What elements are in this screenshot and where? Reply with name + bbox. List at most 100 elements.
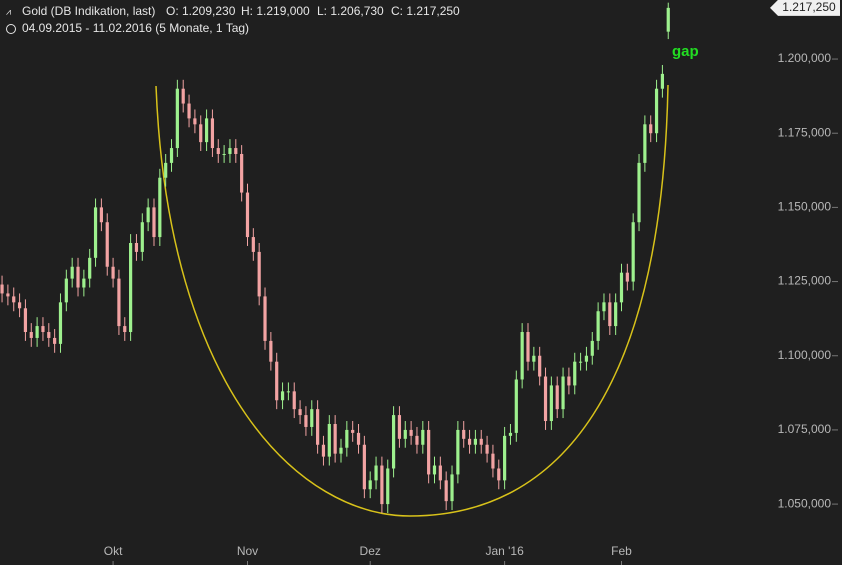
chart-subtitle: 04.09.2015 - 11.02.2016 (5 Monate, 1 Tag… bbox=[22, 21, 249, 35]
candle-body bbox=[573, 361, 577, 386]
candle-body bbox=[88, 257, 92, 279]
candle-body bbox=[590, 340, 594, 356]
candle-body bbox=[649, 124, 653, 134]
candle-body bbox=[526, 332, 530, 362]
candle-body bbox=[0, 284, 4, 294]
x-tick-label: Jan '16 bbox=[485, 544, 524, 558]
candle-body bbox=[450, 474, 454, 502]
candle-body bbox=[643, 124, 647, 163]
candle-body bbox=[567, 376, 571, 386]
candle-body bbox=[596, 311, 600, 341]
candle-body bbox=[204, 118, 209, 143]
candle-body bbox=[41, 326, 45, 333]
candle-body bbox=[549, 385, 553, 422]
candle-body bbox=[146, 207, 150, 223]
candle-body bbox=[584, 355, 589, 362]
candle-body bbox=[275, 361, 279, 401]
candle-body bbox=[444, 480, 448, 502]
candle-body bbox=[76, 266, 80, 288]
candle-body bbox=[240, 153, 244, 193]
candle-body bbox=[374, 465, 378, 481]
candle-body bbox=[17, 302, 22, 309]
candle-body bbox=[555, 385, 559, 410]
ohlc-close: C: 1.217,250 bbox=[391, 4, 460, 18]
candle-body bbox=[64, 278, 68, 303]
candle-body bbox=[187, 103, 191, 119]
annotation: gap bbox=[672, 43, 699, 60]
candle-body bbox=[251, 237, 255, 252]
candle-body bbox=[316, 409, 320, 445]
candle-body bbox=[152, 207, 156, 238]
candle-body bbox=[386, 468, 390, 505]
candle-body bbox=[479, 438, 483, 445]
candle-body bbox=[403, 429, 407, 439]
candle-body bbox=[222, 153, 226, 155]
candle-body bbox=[538, 355, 542, 377]
candle-body bbox=[543, 376, 548, 422]
candle-body bbox=[578, 361, 583, 363]
candle-body bbox=[345, 429, 349, 448]
ohlc-open: O: 1.209,230 bbox=[166, 4, 236, 18]
candle-body bbox=[333, 423, 337, 454]
candle-body bbox=[321, 444, 326, 457]
candle-body bbox=[409, 429, 413, 436]
candle-body bbox=[427, 429, 431, 475]
candle-body bbox=[497, 468, 501, 481]
candle-body bbox=[263, 296, 267, 341]
candle-body bbox=[397, 415, 402, 439]
candle-body bbox=[438, 465, 442, 481]
candle-body bbox=[58, 302, 63, 344]
candle-body bbox=[164, 162, 168, 178]
candle-body bbox=[158, 177, 162, 238]
chart-icon: ⩘ bbox=[6, 6, 11, 16]
candle-body bbox=[462, 429, 466, 439]
ohlc-low: L: 1.206,730 bbox=[317, 4, 384, 18]
candle-body bbox=[169, 148, 174, 163]
candle-body bbox=[631, 222, 635, 282]
candle-body bbox=[82, 278, 86, 288]
candle-body bbox=[193, 118, 197, 125]
candle-body bbox=[310, 409, 314, 427]
candle-body bbox=[99, 207, 103, 223]
last-price-tag bbox=[770, 0, 840, 16]
candle-body bbox=[117, 278, 121, 327]
candle-body bbox=[368, 480, 372, 490]
y-tick-label: 1.050,000 bbox=[778, 496, 832, 510]
candle-body bbox=[391, 415, 396, 469]
candle-body bbox=[245, 192, 250, 238]
candle-body bbox=[53, 337, 57, 344]
candle-body bbox=[625, 272, 629, 282]
candle-body bbox=[210, 118, 215, 149]
candle-body bbox=[660, 73, 665, 89]
candle-body bbox=[23, 308, 28, 333]
clock-icon bbox=[6, 24, 16, 34]
candle-body bbox=[47, 332, 51, 338]
last-price-label: 1.217,250 bbox=[782, 0, 836, 14]
candle-body bbox=[181, 88, 185, 104]
candle-body bbox=[199, 124, 203, 143]
y-tick-label: 1.075,000 bbox=[778, 422, 832, 436]
candle-body bbox=[432, 465, 437, 475]
candle-body bbox=[491, 453, 495, 469]
candle-body bbox=[134, 243, 139, 252]
candle-body bbox=[503, 435, 507, 481]
candle-body bbox=[280, 391, 285, 401]
candle-body bbox=[12, 296, 16, 303]
candle-body bbox=[351, 429, 355, 433]
candle-body bbox=[286, 391, 290, 393]
candle-body bbox=[514, 379, 518, 433]
candle-body bbox=[508, 432, 513, 436]
y-tick-label: 1.125,000 bbox=[778, 274, 832, 288]
candle-body bbox=[70, 266, 74, 279]
y-tick-label: 1.175,000 bbox=[778, 125, 832, 139]
candle-body bbox=[380, 465, 384, 505]
candle-body bbox=[467, 438, 472, 445]
candle-body bbox=[298, 409, 302, 416]
candle-body bbox=[608, 302, 612, 327]
candle-body bbox=[269, 340, 273, 362]
candle-body bbox=[339, 447, 343, 454]
candle-body bbox=[473, 438, 477, 445]
candle-body bbox=[228, 148, 232, 154]
